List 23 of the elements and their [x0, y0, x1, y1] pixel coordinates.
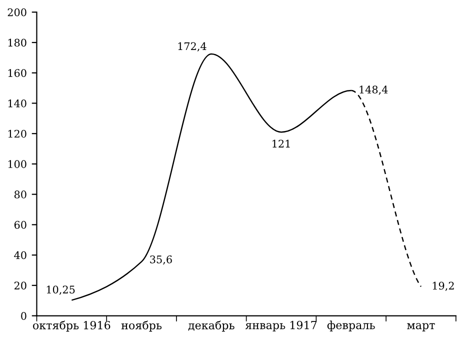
- data-label: 19,2: [432, 282, 454, 291]
- x-tick-label: март: [407, 323, 435, 332]
- data-label: 10,25: [46, 286, 75, 295]
- y-tick-label: 20: [14, 282, 26, 290]
- data-label: 172,4: [178, 42, 206, 52]
- y-tick-label: 180: [8, 38, 26, 47]
- y-tick-label: 40: [14, 251, 26, 260]
- x-tick-label: декабрь: [188, 320, 234, 332]
- data-label: 148,4: [360, 86, 388, 95]
- y-tick-label: 100: [8, 160, 26, 168]
- data-label: 121: [272, 140, 290, 148]
- y-tick-label: 60: [14, 220, 26, 229]
- y-tick-label: 140: [8, 99, 26, 108]
- x-tick-label: январь 1917: [245, 320, 317, 332]
- data-label: 35,6: [150, 255, 172, 265]
- y-tick-label: 120: [8, 130, 26, 138]
- y-tick-label: 0: [21, 312, 26, 320]
- x-tick-label: февраль: [327, 320, 375, 332]
- x-tick-label: ноябрь: [121, 320, 162, 332]
- x-tick-label: октябрь 1916: [33, 320, 110, 332]
- y-tick-label: 80: [14, 190, 26, 198]
- y-tick-label: 200: [8, 8, 26, 16]
- y-tick-label: 160: [8, 69, 26, 77]
